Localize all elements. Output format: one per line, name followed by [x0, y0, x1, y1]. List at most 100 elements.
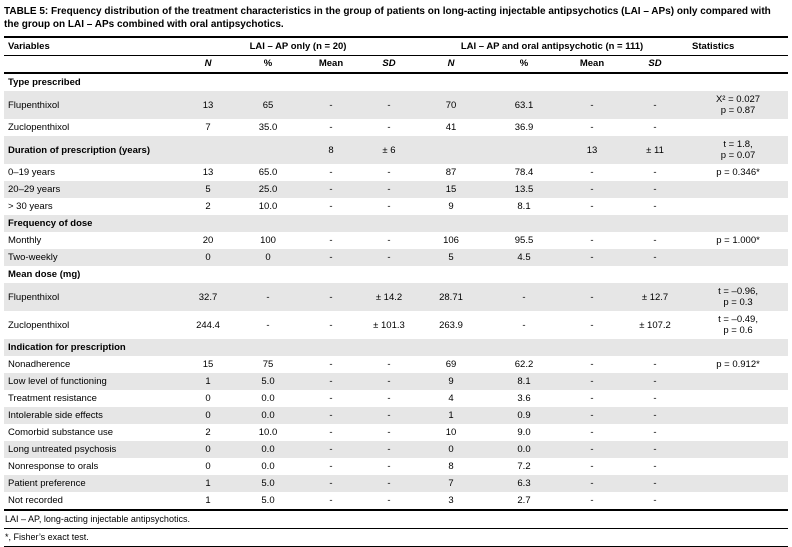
value-cell — [236, 339, 300, 356]
value-cell: 65 — [262, 99, 274, 111]
value-cell: 0.0 — [517, 444, 531, 456]
subcol-spacer — [688, 55, 789, 75]
table-title: TABLE 5: Frequency distribution of the t… — [4, 5, 788, 31]
row-label: Indication for prescription — [8, 342, 126, 354]
statistics-cell: p = 1.000* — [688, 232, 788, 249]
table-row: Low level of functioning 1 5.0 - - 9 8.1 - - — [4, 373, 789, 391]
value-cell: - — [653, 495, 657, 507]
value-cell: 5.0 — [261, 495, 275, 507]
value-cell: 9 — [448, 201, 454, 213]
value-cell: - — [329, 376, 333, 388]
value-cell: - — [329, 478, 333, 490]
value-cell: 65.0 — [258, 167, 278, 179]
value-cell — [486, 266, 562, 283]
value-cell: - — [387, 410, 391, 422]
value-cell: - — [653, 235, 657, 247]
subcol-n-group2: N — [416, 55, 486, 75]
row-label: Flupenthixol — [8, 99, 60, 111]
value-cell: - — [590, 99, 594, 111]
value-cell — [236, 266, 300, 283]
value-cell — [486, 339, 562, 356]
value-cell — [180, 339, 236, 356]
value-cell: ± 14.2 — [375, 291, 403, 303]
statistics-cell — [688, 249, 788, 266]
value-cell: - — [329, 359, 333, 371]
value-cell: - — [590, 393, 594, 405]
value-cell: - — [329, 201, 333, 213]
value-cell: 9 — [448, 376, 454, 388]
table-row: Flupenthixol 13 65 - - 70 63.1 - - X² = 0.027 p = … — [4, 91, 789, 120]
value-cell: - — [590, 359, 594, 371]
statistics-line: p = 0.87 — [720, 105, 756, 117]
value-cell — [300, 266, 362, 283]
value-cell: 0 — [205, 444, 211, 456]
value-cell: - — [387, 252, 391, 264]
value-cell: - — [590, 235, 594, 247]
statistics-line: p = 0.346* — [716, 167, 760, 179]
frequency-table: Variables LAI – AP only (n = 20) LAI – A… — [4, 36, 789, 512]
row-label: Zuclopenthixol — [8, 122, 70, 134]
statistics-cell — [688, 181, 788, 198]
value-cell — [486, 215, 562, 232]
value-cell — [300, 339, 362, 356]
value-cell: 0.9 — [517, 410, 531, 422]
value-cell: - — [329, 393, 333, 405]
value-cell — [562, 266, 622, 283]
value-cell: 4.5 — [517, 252, 531, 264]
col-header-group1: LAI – AP only (n = 20) — [180, 37, 416, 57]
table-row: Zuclopenthixol 244.4 - - ± 101.3 263.9 - - ± 107… — [4, 311, 788, 339]
value-cell — [236, 73, 300, 91]
table-row: Patient preference 1 5.0 - - 7 6.3 - - — [4, 475, 789, 493]
value-cell: - — [653, 410, 657, 422]
statistics-cell: t = –0.96, p = 0.3 — [688, 283, 788, 311]
row-label: Nonadherence — [8, 359, 71, 371]
value-cell: - — [387, 478, 391, 490]
value-cell: 2.7 — [517, 495, 531, 507]
value-cell: 0.0 — [261, 393, 275, 405]
statistics-line: t = –0.96, — [718, 286, 758, 298]
value-cell: 244.4 — [196, 319, 220, 331]
row-label: Zuclopenthixol — [8, 319, 70, 331]
value-cell: 36.9 — [514, 122, 534, 134]
value-cell: 0 — [205, 410, 211, 422]
value-cell: 10.0 — [258, 201, 278, 213]
value-cell: 13 — [202, 99, 214, 111]
value-cell: - — [387, 495, 391, 507]
value-cell — [486, 136, 562, 164]
value-cell: 75 — [262, 359, 274, 371]
statistics-cell — [688, 424, 788, 441]
value-cell: - — [329, 122, 333, 134]
value-cell — [562, 215, 622, 232]
table-row: > 30 years 2 10.0 - - 9 8.1 - - — [4, 198, 788, 215]
value-cell: 263.9 — [439, 319, 463, 331]
footnote-abbreviation: LAI – AP, long-acting injectable antipsy… — [4, 511, 788, 530]
value-cell — [562, 339, 622, 356]
value-cell: 13 — [586, 144, 598, 156]
row-label: Flupenthixol — [8, 291, 60, 303]
value-cell: - — [329, 461, 333, 473]
row-label: Treatment resistance — [8, 393, 97, 405]
value-cell: 6.3 — [517, 478, 531, 490]
value-cell: - — [590, 410, 594, 422]
value-cell — [180, 73, 236, 91]
value-cell — [362, 215, 416, 232]
value-cell: - — [653, 184, 657, 196]
value-cell: 100 — [260, 235, 276, 247]
value-cell: - — [329, 410, 333, 422]
value-cell: 3 — [448, 495, 454, 507]
subcol-mean-group1: Mean — [300, 55, 362, 75]
statistics-cell — [688, 266, 788, 283]
value-cell: - — [329, 167, 333, 179]
table-footnotes: LAI – AP, long-acting injectable antipsy… — [4, 511, 788, 547]
value-cell — [300, 215, 362, 232]
value-cell: 87 — [445, 167, 457, 179]
statistics-line: p = 1.000* — [716, 235, 760, 247]
row-label: Duration of prescription (years) — [8, 144, 150, 156]
value-cell — [180, 266, 236, 283]
value-cell: 3.6 — [517, 393, 531, 405]
value-cell: 41 — [445, 122, 457, 134]
col-header-variables: Variables — [4, 37, 180, 57]
header-row-subcols: N % Mean SD N % Mean SD — [4, 55, 789, 75]
row-label: Not recorded — [8, 495, 63, 507]
value-cell: 15 — [202, 359, 214, 371]
